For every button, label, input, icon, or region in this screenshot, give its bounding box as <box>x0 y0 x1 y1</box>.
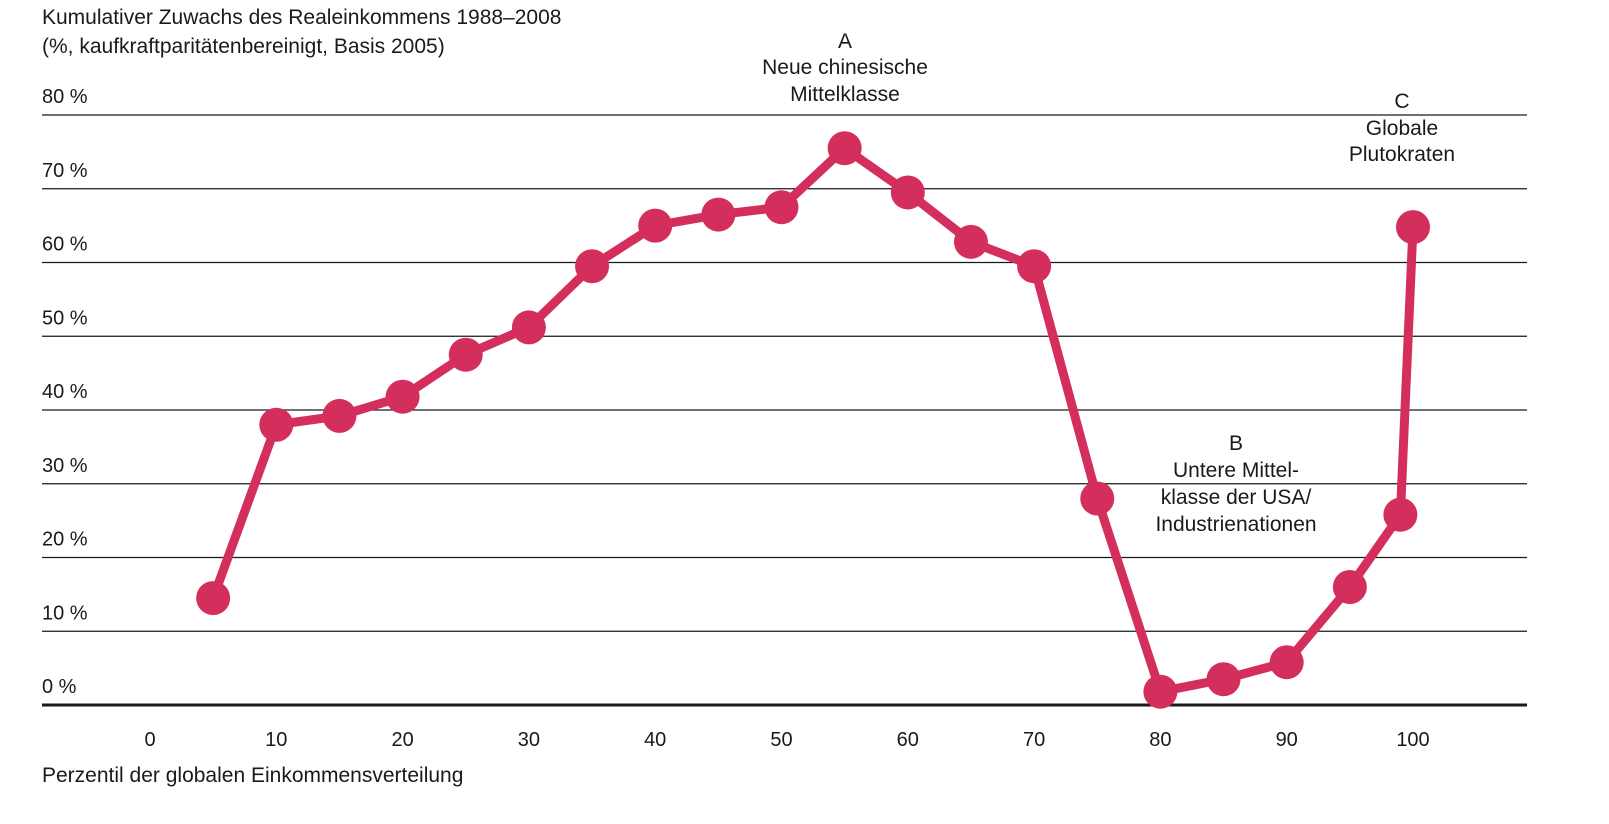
x-axis-label: Perzentil der globalen Einkommensverteil… <box>42 764 464 787</box>
x-tick-label: 60 <box>897 729 919 751</box>
data-point <box>638 208 673 243</box>
annotation-c-letter: C <box>1394 90 1409 113</box>
chart-subtitle: (%, kaufkraftparitätenbereinigt, Basis 2… <box>42 35 445 58</box>
data-point <box>1206 662 1241 697</box>
y-tick-label: 50 % <box>42 307 88 329</box>
x-tick-label: 50 <box>770 729 792 751</box>
data-point <box>448 337 483 372</box>
annotation-b-line-2: klasse der USA/ <box>1161 486 1312 509</box>
annotation-c-line-2: Plutokraten <box>1349 143 1455 166</box>
data-point <box>1332 570 1367 604</box>
x-tick-label: 70 <box>1023 729 1045 751</box>
x-tick-label: 100 <box>1396 729 1429 751</box>
data-point <box>1383 497 1418 532</box>
y-axis-ticks: 0 % 10 % 20 % 30 % 40 % 50 % 60 % 70 % 80 % <box>42 86 88 698</box>
y-tick-label: 60 % <box>42 234 88 256</box>
data-point <box>1396 210 1430 245</box>
data-point <box>827 131 862 166</box>
data-point <box>1017 249 1052 284</box>
data-point <box>890 175 925 210</box>
data-point <box>1143 674 1178 709</box>
x-tick-label: 90 <box>1276 729 1298 751</box>
y-tick-label: 70 % <box>42 160 88 182</box>
x-tick-label: 10 <box>265 729 287 751</box>
data-point <box>385 379 420 414</box>
annotation-a-letter: A <box>838 30 852 53</box>
data-series <box>196 131 1430 709</box>
x-tick-label: 40 <box>644 729 666 751</box>
x-tick-label: 0 <box>144 729 155 751</box>
x-tick-label: 80 <box>1149 729 1171 751</box>
y-tick-label: 80 % <box>42 86 88 108</box>
data-point <box>953 224 988 259</box>
x-tick-label: 20 <box>391 729 413 751</box>
data-point <box>1080 481 1115 516</box>
grid-lines <box>42 114 1527 707</box>
data-point <box>322 398 357 433</box>
annotation-b-letter: B <box>1229 432 1243 455</box>
data-point <box>701 197 736 232</box>
x-tick-label: 30 <box>518 729 540 751</box>
data-point <box>1269 645 1304 680</box>
chart-title: Kumulativer Zuwachs des Realeinkommens 1… <box>42 6 562 29</box>
y-tick-label: 30 % <box>42 455 88 477</box>
y-tick-label: 40 % <box>42 381 88 403</box>
annotation-b-line-3: Industrienationen <box>1155 513 1316 536</box>
data-point <box>764 190 799 225</box>
data-point <box>196 581 231 616</box>
annotation-c-line-1: Globale <box>1366 117 1438 140</box>
series-line <box>208 143 1418 697</box>
annotation-a-line-1: Neue chinesische <box>762 56 928 79</box>
y-tick-label: 0 % <box>42 676 77 698</box>
y-tick-label: 20 % <box>42 529 88 551</box>
annotation-a-line-2: Mittelklasse <box>790 83 900 106</box>
data-point <box>259 407 294 442</box>
annotation-b-line-1: Untere Mittel- <box>1173 459 1299 482</box>
x-axis-ticks: 0 10 20 30 40 50 60 70 80 90 100 <box>144 729 1429 751</box>
y-tick-label: 10 % <box>42 602 88 624</box>
data-point <box>575 249 610 284</box>
data-point <box>511 310 546 345</box>
